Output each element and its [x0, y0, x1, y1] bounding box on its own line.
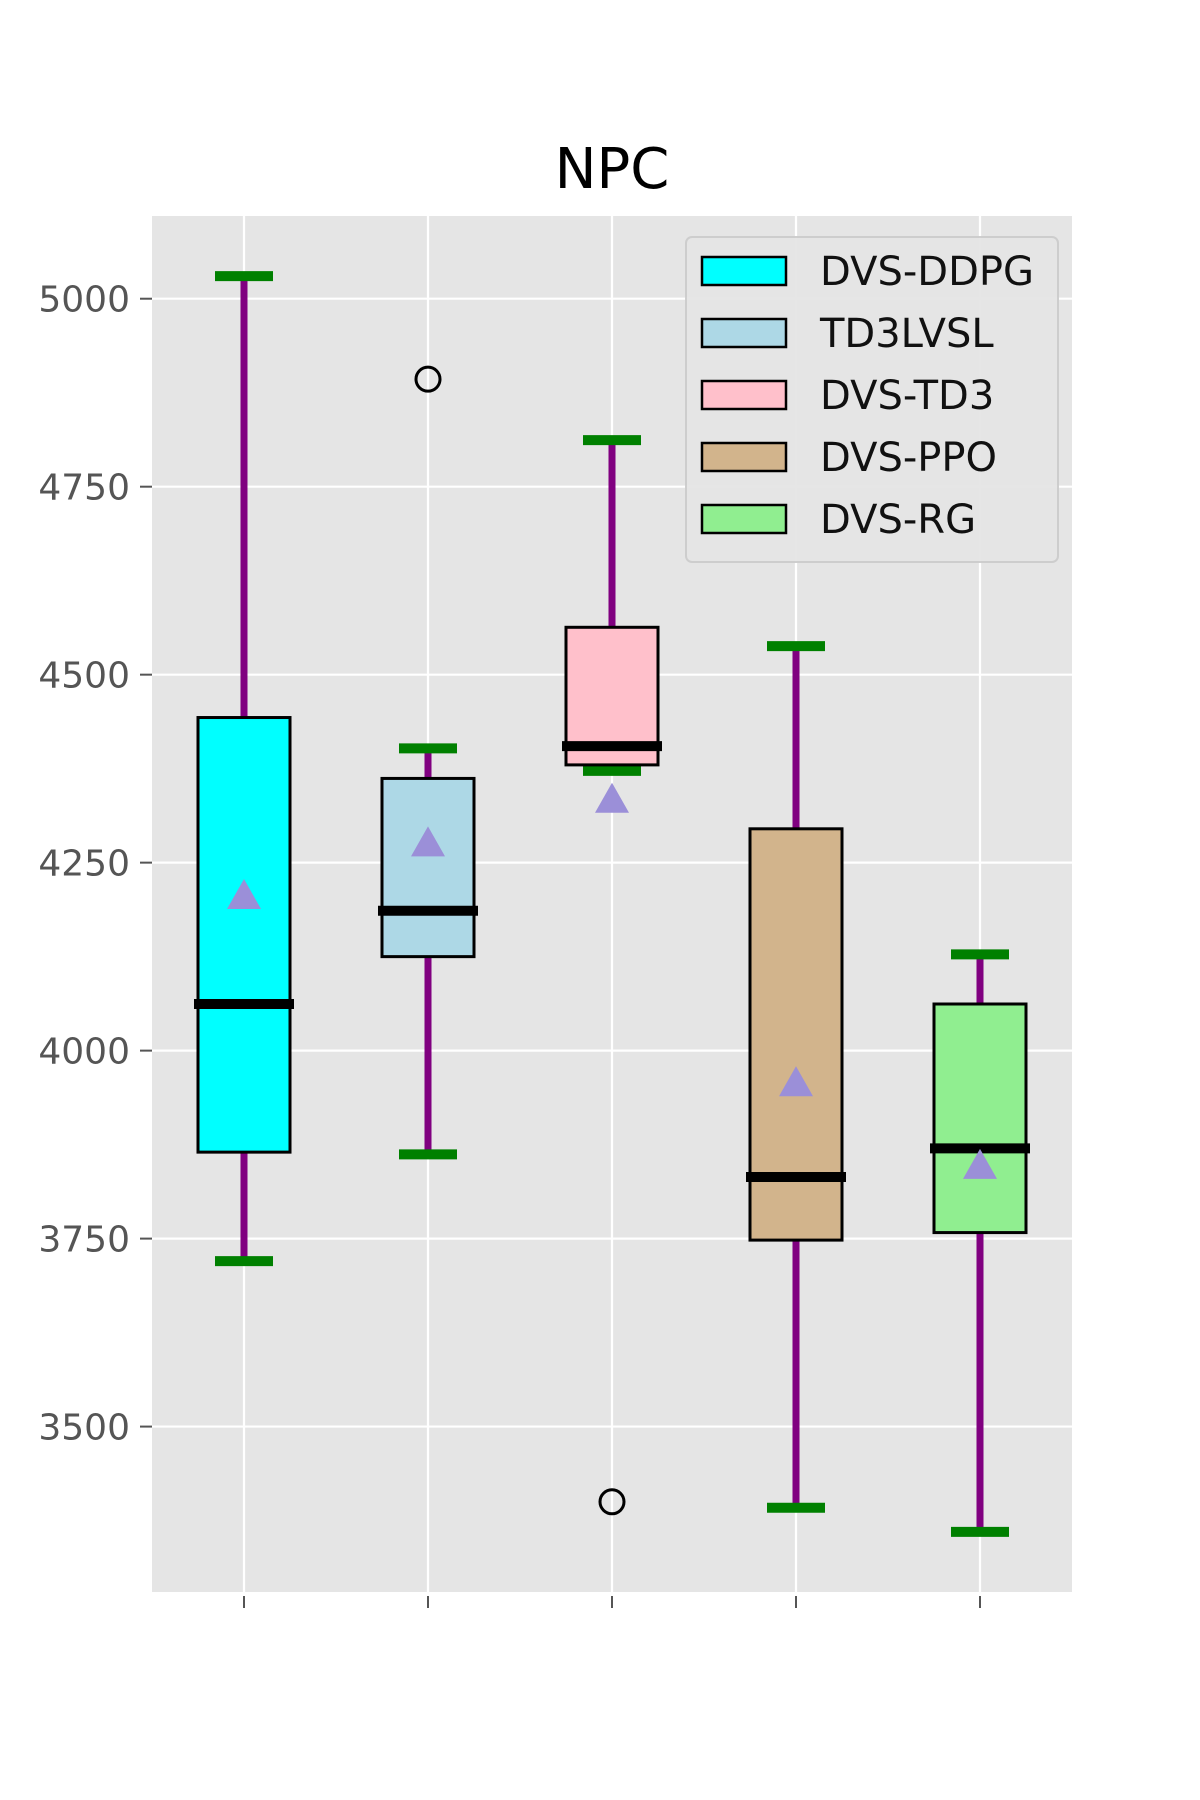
y-tick-label: 5000: [38, 280, 130, 321]
mean-marker: [963, 1148, 997, 1179]
legend-label: TD3LVSL: [819, 311, 994, 357]
legend-swatch: [700, 255, 788, 287]
y-tick-label: 3750: [38, 1220, 130, 1261]
box-dvs-td3: [562, 435, 662, 1516]
iqr-box: [196, 716, 292, 1154]
mean-marker: [779, 1066, 813, 1097]
y-tick-label: 4000: [38, 1032, 130, 1073]
legend: DVS-DDPG TD3LVSL DVS-TD3 DVS-PPO DVS-RG: [685, 236, 1059, 563]
y-tick-label: 4750: [38, 468, 130, 509]
mean-marker: [595, 782, 629, 813]
legend-label: DVS-TD3: [820, 373, 994, 419]
legend-label: DVS-RG: [820, 497, 976, 543]
legend-swatch: [700, 379, 788, 411]
outlier-point: [598, 1488, 626, 1516]
boxes: [194, 271, 1030, 1537]
outlier-point: [414, 365, 442, 393]
y-tick-label: 4250: [38, 844, 130, 885]
iqr-box: [932, 1002, 1028, 1235]
x-axis: [243, 1596, 981, 1608]
chart-title: NPC: [555, 137, 670, 202]
mean-marker: [411, 826, 445, 857]
y-axis: 3500 3750 4000 4250 4500 4750 5000: [38, 280, 152, 1449]
box-dvs-ppo: [746, 641, 846, 1513]
iqr-box: [748, 827, 844, 1242]
box-td3lvsl: [378, 365, 478, 1160]
legend-swatch: [700, 503, 788, 535]
iqr-box: [380, 776, 476, 959]
y-tick-label: 4500: [38, 656, 130, 697]
y-tick-label: 3500: [38, 1408, 130, 1449]
legend-label: DVS-PPO: [820, 435, 997, 481]
legend-swatch: [700, 441, 788, 473]
mean-marker: [227, 878, 261, 909]
box-dvs-ddpg: [194, 271, 294, 1267]
box-dvs-rg: [930, 949, 1030, 1537]
legend-label: DVS-DDPG: [820, 249, 1034, 295]
legend-swatch: [700, 317, 788, 349]
